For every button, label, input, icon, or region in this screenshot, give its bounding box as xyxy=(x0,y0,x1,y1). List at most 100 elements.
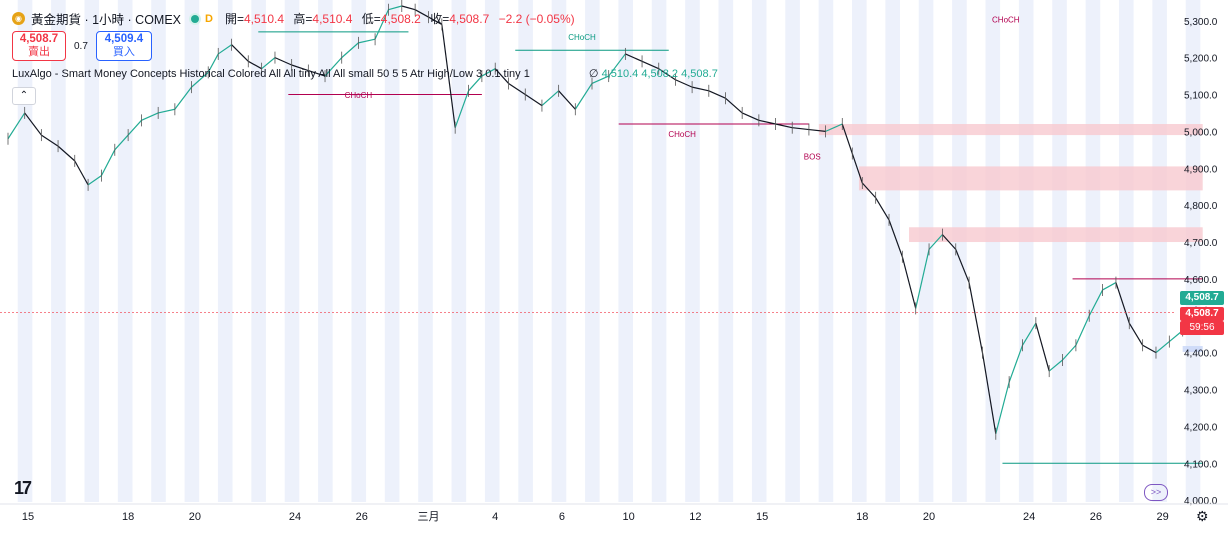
price-segment xyxy=(247,60,262,70)
price-segment xyxy=(508,82,526,96)
tradingview-logo-icon[interactable]: 17 xyxy=(14,478,32,498)
session-band xyxy=(84,0,100,502)
price-segment xyxy=(100,149,116,176)
price-segment xyxy=(308,69,326,77)
session-band xyxy=(651,0,667,502)
supply-zone xyxy=(858,166,1203,191)
price-segment xyxy=(901,256,917,309)
session-band xyxy=(1085,0,1101,502)
price-segment xyxy=(1062,344,1077,361)
price-segment xyxy=(341,42,359,59)
session-band xyxy=(551,0,567,502)
price-segment xyxy=(608,53,626,77)
session-band xyxy=(17,0,33,502)
session-band xyxy=(852,0,867,502)
session-band xyxy=(251,0,266,502)
price-segment xyxy=(758,119,776,125)
price-segment xyxy=(625,53,643,62)
session-band xyxy=(718,0,734,502)
price-segment xyxy=(558,90,576,110)
price-segment xyxy=(158,108,175,114)
high-value: 4,510.4 xyxy=(312,12,353,26)
supply-zone xyxy=(818,124,1203,136)
session-band xyxy=(151,0,166,502)
price-axis-label: 4,700.0 xyxy=(1184,238,1218,249)
time-axis-label: 4 xyxy=(492,511,498,523)
open-label: 開= xyxy=(224,12,244,26)
session-band xyxy=(785,0,800,502)
price-segment xyxy=(358,38,376,44)
session-band xyxy=(751,0,767,502)
price-axis-label: 4,600.0 xyxy=(1184,275,1218,286)
buy-label: 買入 xyxy=(112,46,135,58)
price-axis-label: 5,200.0 xyxy=(1184,54,1218,65)
price-axis-label: 5,100.0 xyxy=(1184,91,1218,102)
price-segment xyxy=(87,175,102,186)
price-segment xyxy=(291,64,309,72)
session-band xyxy=(685,0,700,502)
structure-label: CHoCH xyxy=(668,130,696,139)
time-axis-label: 18 xyxy=(856,511,868,523)
session-bands xyxy=(17,0,1201,502)
session-band xyxy=(818,0,834,502)
gear-icon[interactable]: ⚙ xyxy=(1196,508,1209,524)
price-axis-label: 4,100.0 xyxy=(1184,459,1218,470)
price-segment xyxy=(127,119,142,136)
session-band xyxy=(184,0,200,502)
price-axis-label: 4,900.0 xyxy=(1184,164,1218,175)
structure-label: BOS xyxy=(804,152,821,161)
price-segment xyxy=(808,128,826,132)
indicator-legend[interactable]: LuxAlgo - Smart Money Concepts Historica… xyxy=(12,67,718,80)
indicator-value-1: 4,510.4 xyxy=(601,68,639,80)
price-segment xyxy=(955,249,970,283)
session-band xyxy=(418,0,433,502)
price-segment xyxy=(1035,322,1050,372)
price-segment xyxy=(1008,345,1024,383)
sell-label: 賣出 xyxy=(28,46,50,58)
high-label: 高= xyxy=(293,12,313,26)
time-axis-label: 三月 xyxy=(417,511,439,523)
ohlc-values: 開=4,510.4 高=4,510.4 低=4,508.2 收=4,508.7 … xyxy=(225,10,581,27)
symbol-legend: ◉ 黃金期貨 · 1小時 · COMEX D 開=4,510.4 高=4,510… xyxy=(12,9,581,28)
price-segment xyxy=(428,16,443,25)
time-axis-label: 20 xyxy=(189,511,201,523)
symbol-title[interactable]: 黃金期貨 · 1小時 · COMEX xyxy=(31,13,182,27)
price-segment xyxy=(324,57,343,77)
price-segment xyxy=(875,197,890,221)
collapse-legend-button[interactable]: ⌃ xyxy=(12,87,36,105)
structure-labels: CHoCH CHoCH CHoCH BOS CHoCH xyxy=(345,16,1020,162)
price-segment xyxy=(494,68,510,84)
time-axis-label: 15 xyxy=(756,511,768,523)
price-segment xyxy=(725,97,743,114)
price-segment xyxy=(481,68,496,77)
replay-icon[interactable]: >> xyxy=(1144,484,1168,501)
price-segment xyxy=(574,83,593,110)
last-price-tag: 4,508.7 xyxy=(1180,290,1224,305)
price-axis-label: 4,200.0 xyxy=(1184,422,1218,433)
session-band xyxy=(117,0,133,502)
price-segment xyxy=(1102,282,1117,291)
price-segment xyxy=(541,90,560,107)
price-segment xyxy=(1088,289,1104,317)
indicator-value-2: 4,508.2 xyxy=(641,68,679,80)
buy-button[interactable]: 4,509.4 買入 xyxy=(95,31,152,61)
time-axis-label: 29 xyxy=(1157,511,1169,523)
price-segment xyxy=(1142,344,1157,354)
sell-button[interactable]: 4,508.7 賣出 xyxy=(12,31,66,61)
price-segment xyxy=(915,249,930,309)
low-label: 低= xyxy=(361,12,381,26)
indicator-value-3: 4,508.7 xyxy=(681,68,718,80)
price-segment xyxy=(1128,322,1144,346)
session-band xyxy=(885,0,900,502)
session-band xyxy=(284,0,300,502)
time-axis-label: 24 xyxy=(1023,511,1035,523)
price-segment xyxy=(941,234,957,250)
price-segment xyxy=(741,112,760,121)
price-segment xyxy=(851,153,863,184)
current-price-tag: 4,508.7 xyxy=(1180,306,1224,321)
session-band xyxy=(318,0,333,502)
price-series xyxy=(7,0,1207,440)
structure-label: CHoCH xyxy=(992,16,1020,25)
price-segment xyxy=(388,5,402,11)
